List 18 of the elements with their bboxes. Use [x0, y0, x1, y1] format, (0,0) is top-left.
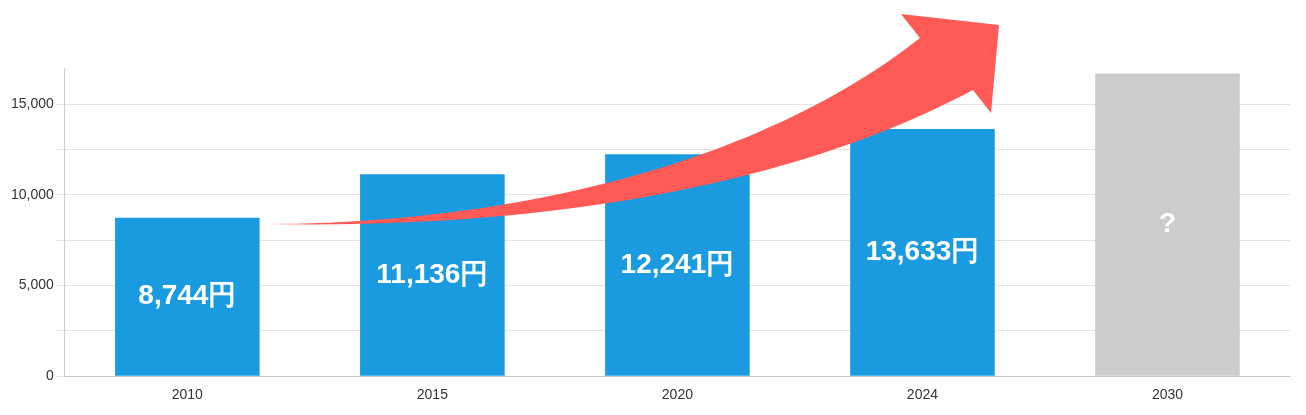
y-tick-label: 0 — [46, 367, 55, 384]
x-tick-label: 2015 — [416, 386, 449, 403]
y-tick-label: 5,000 — [18, 276, 55, 293]
y-tick-label: 15,000 — [10, 95, 55, 112]
data-label: 8,744円 — [138, 279, 237, 311]
data-label: 11,136円 — [376, 257, 489, 289]
y-tick-label: 10,000 — [10, 185, 55, 202]
x-tick-label: 2024 — [906, 386, 939, 403]
bar — [115, 217, 260, 376]
x-tick-label: 2030 — [1151, 386, 1184, 403]
data-label: 13,633円 — [865, 235, 980, 267]
bar — [850, 129, 995, 376]
bar — [1095, 73, 1240, 376]
x-tick-label: 2020 — [661, 386, 694, 403]
bar — [360, 174, 505, 376]
data-label: 12,241円 — [620, 247, 735, 279]
x-tick-label: 2010 — [171, 386, 204, 403]
data-label: ? — [1158, 207, 1177, 239]
